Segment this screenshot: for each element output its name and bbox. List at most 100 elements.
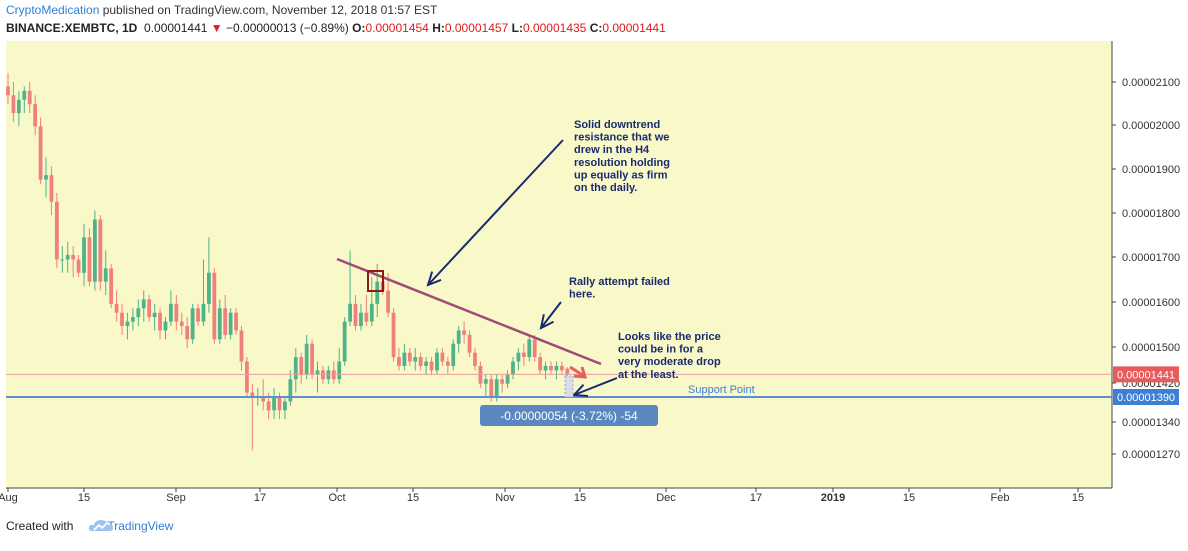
candle-body	[179, 321, 184, 327]
candle	[82, 223, 86, 287]
candle	[185, 317, 190, 349]
tradingview-link[interactable]: TradingView	[107, 519, 174, 533]
candle-body	[288, 379, 293, 402]
candle-body	[201, 303, 206, 322]
candle	[169, 290, 173, 327]
x-tick-label: Nov	[495, 492, 515, 504]
candle-body	[158, 312, 162, 331]
candle	[391, 308, 396, 362]
candle	[250, 383, 255, 451]
note-line: resolution holding	[574, 157, 670, 169]
candle	[407, 348, 412, 366]
x-tick-label: 15	[574, 492, 586, 504]
candle	[136, 299, 141, 327]
candle	[125, 312, 130, 340]
candle-body	[462, 330, 467, 335]
candle-body	[76, 259, 81, 273]
candle-body	[304, 343, 309, 375]
candle-body	[369, 303, 374, 322]
annotation-arrow-trendline	[426, 139, 564, 287]
candle	[559, 361, 564, 375]
candle	[337, 348, 342, 384]
candle	[223, 294, 228, 340]
note-line: Solid downtrend	[574, 119, 660, 131]
down-arrow-icon: ▼	[210, 21, 223, 35]
candle-body	[71, 255, 76, 260]
candle-body	[391, 312, 396, 358]
candle	[288, 370, 293, 406]
candle-body	[310, 343, 314, 375]
candle	[174, 294, 179, 331]
candle	[44, 157, 48, 198]
candle-body	[543, 365, 548, 371]
candle	[467, 330, 472, 358]
annotation-arrow-drop	[571, 377, 618, 398]
candle	[554, 361, 559, 380]
candle	[228, 308, 233, 340]
x-tick-label: 2019	[821, 492, 845, 504]
candle-body	[424, 361, 429, 366]
candle	[33, 95, 38, 136]
candle	[304, 334, 309, 380]
candle	[120, 303, 124, 335]
candle-body	[386, 290, 390, 313]
candle-body	[299, 357, 304, 375]
open-value: 0.00001454	[365, 21, 429, 35]
candle-body	[293, 357, 298, 380]
candle	[114, 290, 119, 322]
candle-body	[451, 343, 456, 366]
candle-body	[212, 272, 217, 340]
candle-body	[152, 312, 157, 318]
candle	[272, 388, 276, 420]
candle	[54, 192, 59, 269]
candle-body	[505, 374, 510, 384]
change-value: −0.00000013 (−0.89%)	[226, 21, 349, 35]
candle	[456, 326, 461, 353]
author-link[interactable]: CryptoMedication	[6, 3, 100, 17]
arrow-shaft	[427, 139, 564, 286]
note-line: on the daily.	[574, 182, 637, 194]
candle-body	[489, 379, 494, 397]
note-line: resistance that we	[574, 132, 669, 144]
candle-body	[283, 401, 287, 411]
candle-body	[103, 268, 108, 282]
candle	[217, 299, 222, 344]
open-label: O:	[352, 21, 366, 35]
measure-range-box	[564, 375, 574, 398]
candle-body	[359, 312, 363, 327]
candle	[49, 166, 54, 216]
arrow-head	[571, 384, 589, 398]
note-line: up equally as firm	[574, 169, 668, 181]
candle-body	[266, 401, 271, 411]
low-value: 0.00001435	[522, 21, 587, 35]
candle	[397, 348, 401, 371]
candle	[359, 303, 363, 331]
candle	[87, 228, 92, 287]
candle	[429, 357, 434, 375]
candle	[342, 317, 347, 366]
publish-line: CryptoMedication published on TradingVie…	[6, 3, 437, 17]
candle	[293, 348, 298, 393]
candle	[207, 237, 211, 313]
candle	[532, 334, 537, 362]
y-tick-label: 0.00001500	[1122, 342, 1180, 354]
candle	[152, 303, 157, 331]
note-line: Looks like the price	[618, 331, 721, 343]
candle	[98, 215, 103, 291]
candle	[440, 348, 445, 366]
candle	[212, 268, 217, 344]
support-price-tag-bg	[1113, 389, 1179, 405]
downtrend-resistance-line[interactable]	[336, 257, 602, 366]
candle-body	[467, 334, 472, 353]
candle-body	[315, 370, 320, 375]
close-label: C:	[589, 21, 603, 35]
tradingview-cloud-icon	[88, 519, 114, 536]
candle	[462, 321, 467, 344]
y-tick-label: 0.00001270	[1122, 449, 1180, 461]
candle-body	[130, 317, 135, 322]
note-line: very moderate drop	[618, 356, 721, 368]
candle	[11, 82, 16, 122]
candle-body	[516, 352, 521, 362]
